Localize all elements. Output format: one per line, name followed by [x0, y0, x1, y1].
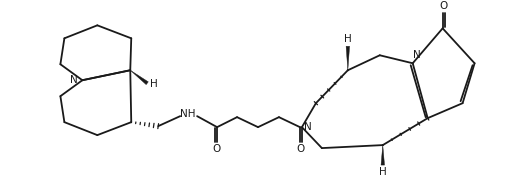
Text: N: N — [413, 50, 421, 60]
Text: H: H — [379, 167, 387, 177]
Text: H: H — [150, 79, 158, 89]
Text: NH: NH — [180, 109, 196, 119]
Text: N: N — [70, 75, 78, 85]
Polygon shape — [381, 145, 385, 165]
Polygon shape — [346, 46, 350, 70]
Text: O: O — [440, 1, 448, 11]
Text: O: O — [212, 144, 220, 154]
Text: N: N — [304, 122, 312, 132]
Text: O: O — [297, 144, 305, 154]
Text: H: H — [344, 34, 352, 44]
Polygon shape — [130, 70, 148, 85]
